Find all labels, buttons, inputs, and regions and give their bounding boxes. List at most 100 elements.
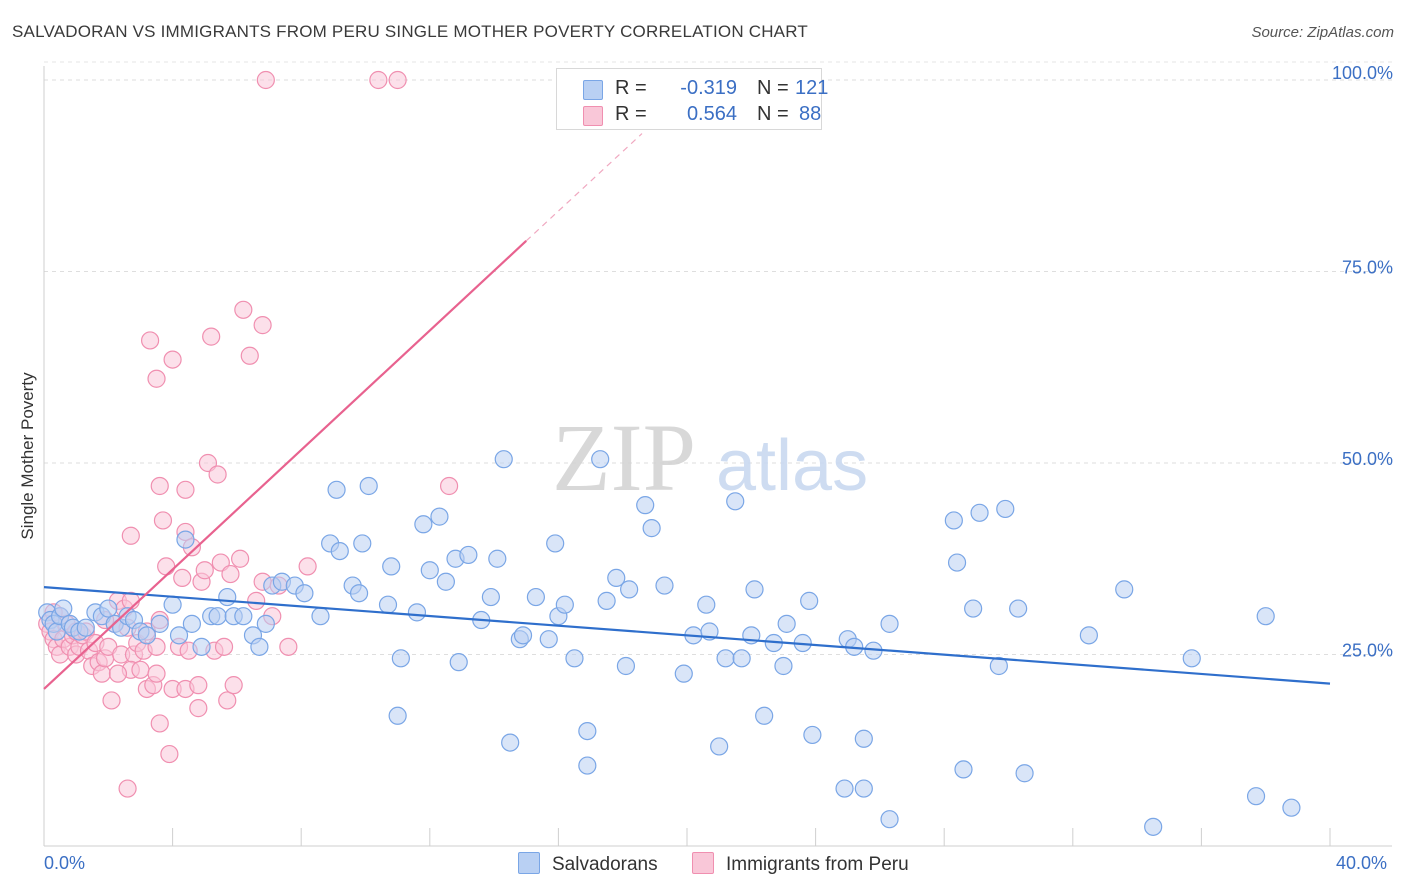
salvadoran-point [996,499,1015,519]
salvadoran-point [137,626,156,645]
salvadoran-point [150,614,169,633]
salvadoran-point [964,599,983,618]
salvadoran-point [182,614,201,633]
legend-n-label: N = [757,77,789,99]
salvadoran-point [513,626,533,645]
peru-point [147,664,166,683]
salvadoran-point [382,557,401,576]
bottom-legend-label: Immigrants from Peru [726,854,909,875]
salvadoran-point [295,584,314,603]
salvadoran-point [944,511,963,530]
salvadoran-point [488,549,507,568]
peru-point [150,476,169,496]
salvadoran-point [449,653,468,672]
salvadoran-point [388,706,407,725]
y-tick-label: 75.0% [1342,258,1393,278]
salvadoran-point [803,725,822,745]
salvadoran-point [726,492,745,511]
bottom-legend-peru: Immigrants from Peru [692,852,909,876]
salvadoran-point [655,576,674,595]
salvadoran-point [218,587,237,607]
peru-point [253,316,272,335]
legend-swatch-blue [583,80,603,100]
salvadoran-point [954,760,973,779]
legend-r-value: 0.564 [686,103,737,125]
peru-point [208,465,227,484]
y-tick-label: 25.0% [1342,641,1393,661]
salvadoran-point [777,614,796,633]
salvadoran-point [880,810,899,829]
salvadoran-point [578,756,597,775]
salvadoran-point [420,561,439,580]
salvadoran-point [774,656,793,676]
salvadoran-point [578,721,597,741]
salvadoran-point [716,649,735,668]
salvadoran-point [1256,607,1275,626]
peru-point [240,346,259,365]
salvadoran-point [1115,580,1134,599]
salvadoran-point [732,649,751,668]
salvadoran-point [642,519,661,538]
salvadoran-point [546,534,565,553]
salvadoran-point [1182,649,1201,668]
salvadoran-point [989,656,1008,676]
peru-point [173,568,192,588]
peru-point [279,637,298,656]
salvadoran-point [378,595,398,614]
salvadoran-point [710,737,729,756]
legend-swatch-pink [583,106,603,126]
y-axis-label: Single Mother Poverty [18,372,37,540]
salvadoran-point [745,580,764,599]
salvadoran-point [1282,798,1301,817]
salvadoran-point [800,591,819,610]
salvadoran-point [616,656,636,676]
salvadoran-point [99,599,118,618]
x-tick-min: 0.0% [44,853,86,873]
salvadoran-point [250,637,269,656]
salvadoran-point [854,729,873,748]
peru-point [153,511,173,530]
legend-n-value: 88 [799,103,822,125]
salvadoran-point [674,664,693,683]
salvadoran-point [607,568,626,588]
correlation-legend: R = -0.319 N = 121 R = 0.564 N = 88 [556,68,828,130]
salvadoran-point [234,607,253,626]
x-tick-max: 40.0% [1336,853,1388,873]
peru-point [247,591,266,610]
watermark-zip: ZIP [552,404,696,511]
axes [43,66,1392,847]
salvadoran-point [163,595,182,614]
peru-point [256,70,275,90]
salvadoran-point [359,476,378,496]
legend-r-label: R = [615,77,647,99]
salvadoran-point [1015,764,1034,783]
salvadoran-point [349,584,369,603]
peru-point [214,637,234,656]
salvadoran-point [192,637,211,656]
peru-point [221,564,240,584]
salvadoran-point [54,599,73,618]
peru-point [439,476,459,496]
peru-point [157,557,176,576]
salvadoran-point [459,545,478,565]
peru-point [369,70,388,90]
legend-n-label: N = [757,103,789,125]
peru-point [121,526,140,545]
peru-point [189,699,208,718]
series-salvadorans [38,450,1301,836]
salvadoran-point [407,603,427,622]
peru-point [108,664,128,683]
peru-point [92,664,111,683]
salvadoran-point [436,572,455,591]
peru-point [218,691,237,710]
salvadoran-point [208,607,227,626]
watermark-atlas: atlas [716,426,868,506]
peru-point [102,691,121,710]
salvadoran-point [697,595,716,614]
peru-point [234,300,253,319]
salvadoran-point [1079,626,1098,645]
salvadoran-point [1246,787,1266,806]
salvadoran-point [636,496,655,515]
salvadoran-point [970,503,989,522]
